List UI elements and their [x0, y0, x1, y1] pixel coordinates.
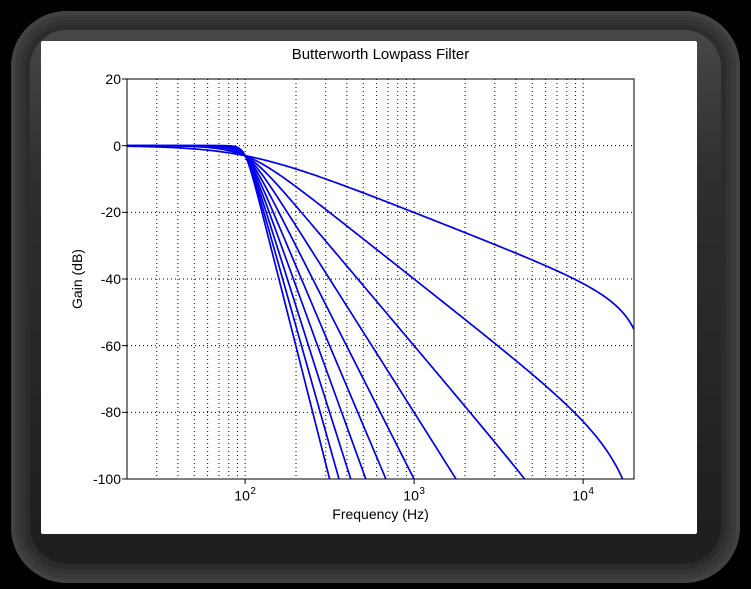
response-curve-order-7 [127, 144, 367, 479]
figure-window: Butterworth Lowpass Filter Gain (dB) Fre… [41, 41, 697, 534]
y-tick-label: 0 [113, 137, 121, 154]
response-curve-order-10 [127, 144, 331, 479]
x-tick-exponent: 4 [588, 486, 594, 497]
y-tick-label: -20 [100, 204, 121, 221]
response-curve-order-2 [127, 144, 624, 479]
chart-title: Butterworth Lowpass Filter [291, 46, 470, 63]
response-curve-order-8 [127, 144, 352, 479]
response-curve-order-1 [127, 145, 634, 330]
response-curve-order-6 [127, 144, 387, 479]
y-tick-label: -100 [92, 471, 121, 487]
x-tick-label: 104 [572, 486, 594, 504]
y-tick-label: -80 [100, 404, 121, 421]
y-tick-label: -60 [100, 337, 121, 354]
x-tick-label: 103 [403, 486, 425, 504]
x-tick-exponent: 3 [419, 486, 425, 497]
response-curve-order-3 [127, 144, 526, 479]
y-tick-label: -40 [100, 271, 121, 287]
x-axis-label: Frequency (Hz) [332, 506, 429, 522]
plot-area [117, 69, 644, 489]
y-tick-label: 20 [105, 71, 121, 87]
x-tick-exponent: 2 [250, 486, 256, 497]
butterworth-response-chart [122, 78, 635, 484]
response-curve-order-5 [127, 144, 415, 479]
response-curve-order-9 [127, 144, 340, 479]
window-frame: Butterworth Lowpass Filter Gain (dB) Fre… [11, 11, 740, 583]
x-tick-label: 102 [234, 486, 256, 504]
response-curve-order-4 [127, 144, 458, 479]
